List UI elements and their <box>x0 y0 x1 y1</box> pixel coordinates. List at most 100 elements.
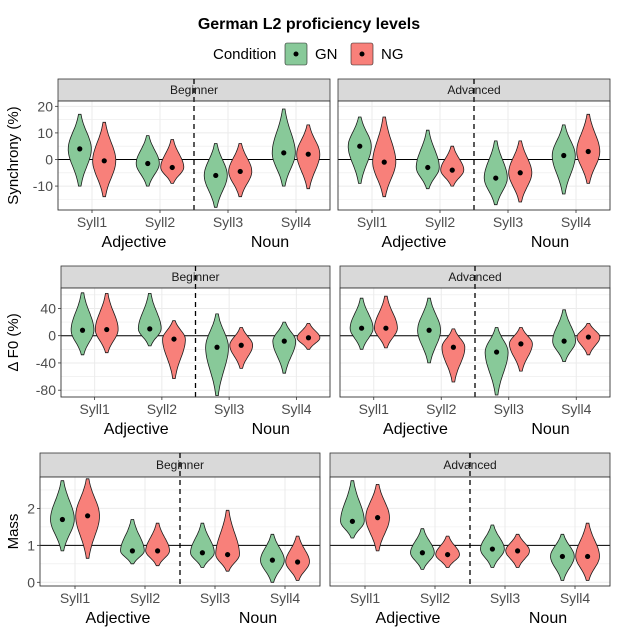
mean-point-gn-syll1 <box>357 143 363 149</box>
x-tick-label: Syll2 <box>426 401 457 417</box>
legend-label-ng: NG <box>381 46 404 63</box>
violin-ng-syll2 <box>162 320 186 379</box>
y-tick-label: 0 <box>27 574 35 590</box>
violin-ng-syll4 <box>576 113 601 184</box>
mean-point-gn-syll3 <box>199 550 205 556</box>
y-axis-title: Mass <box>5 514 22 550</box>
x-tick-label: Syll1 <box>350 590 381 606</box>
mean-point-gn-syll4 <box>561 338 567 344</box>
x-tick-label: Syll3 <box>494 401 525 417</box>
mean-point-gn-syll3 <box>213 172 219 179</box>
mean-point-ng-syll3 <box>517 170 523 176</box>
y-tick-label: 0 <box>45 151 53 167</box>
violin-gn-syll1 <box>349 297 374 350</box>
x-tick-label: Syll4 <box>560 590 591 606</box>
mean-point-gn-syll2 <box>419 550 425 556</box>
violin-gn-syll3 <box>190 522 215 568</box>
legend-dot-gn <box>293 51 299 57</box>
mean-point-ng-syll3 <box>225 551 231 558</box>
violin-ng-syll4 <box>296 124 321 190</box>
mean-point-gn-syll4 <box>281 150 287 156</box>
mean-point-ng-syll2 <box>445 551 451 558</box>
violin-ng-syll2 <box>440 145 465 187</box>
y-tick-label: 1 <box>27 537 35 553</box>
mean-point-ng-syll4 <box>585 334 592 340</box>
x-tick-label: Syll2 <box>425 214 456 230</box>
mean-point-gn-syll1 <box>77 146 83 152</box>
mean-point-ng-syll3 <box>515 548 521 554</box>
panel-border <box>39 476 321 587</box>
mean-point-ng-syll3 <box>518 341 524 347</box>
mean-point-gn-syll3 <box>493 175 499 181</box>
group-label: Noun <box>251 234 289 251</box>
violin-gn-syll1 <box>50 480 75 552</box>
violin-gn-syll4 <box>552 309 576 362</box>
mean-point-gn-syll3 <box>489 546 495 552</box>
y-tick-label: 2 <box>27 500 35 516</box>
legend-dot-ng <box>359 51 365 57</box>
legend: Condition GN NG <box>213 42 404 66</box>
x-tick-label: Syll1 <box>77 214 108 230</box>
group-label: Noun <box>531 421 569 438</box>
mean-point-ng-syll4 <box>295 559 301 565</box>
panel-border <box>329 476 611 587</box>
group-label: Adjective <box>383 421 448 438</box>
y-tick-label: 0 <box>48 328 56 344</box>
violin-gn-syll4 <box>551 124 576 195</box>
x-tick-label: Syll4 <box>281 214 312 230</box>
x-tick-label: Syll3 <box>200 590 231 606</box>
violin-ng-syll1 <box>94 293 119 354</box>
x-tick-label: Syll2 <box>130 590 161 606</box>
x-tick-label: Syll4 <box>561 401 592 417</box>
panel-border <box>337 100 611 211</box>
violin-gn-syll1 <box>347 116 372 184</box>
violin-gn-syll4 <box>272 321 297 374</box>
violin-ng-syll3 <box>215 509 240 572</box>
y-axis-title: Synchrony (%) <box>5 106 22 204</box>
mean-point-gn-syll2 <box>426 327 432 333</box>
mean-point-ng-syll2 <box>450 344 456 350</box>
mean-point-ng-syll4 <box>585 553 591 560</box>
violin-ng-syll2 <box>441 328 466 383</box>
y-axis-title: Δ F0 (%) <box>5 313 22 371</box>
group-label: Noun <box>531 234 569 251</box>
x-tick-label: Syll3 <box>490 590 521 606</box>
mean-point-gn-syll2 <box>129 548 135 554</box>
mean-point-ng-syll1 <box>381 159 387 165</box>
violin-gn-syll2 <box>120 519 145 565</box>
mean-point-gn-syll2 <box>147 326 153 332</box>
x-tick-label: Syll1 <box>60 590 91 606</box>
violin-ng-syll1 <box>75 478 100 559</box>
violin-gn-syll2 <box>137 293 162 347</box>
mean-point-gn-syll4 <box>559 553 566 560</box>
group-label: Adjective <box>382 234 447 251</box>
y-tick-label: 40 <box>40 300 56 316</box>
mean-point-gn-syll1 <box>359 325 365 331</box>
violin-gn-syll2 <box>135 135 160 187</box>
violin-ng-syll4 <box>575 522 600 581</box>
x-tick-label: Syll2 <box>147 401 178 417</box>
mean-point-ng-syll2 <box>169 164 175 171</box>
legend-label-gn: GN <box>315 46 338 63</box>
group-label: Noun <box>529 610 567 627</box>
violin-ng-syll4 <box>285 535 310 581</box>
x-tick-label: Syll4 <box>561 214 592 230</box>
violin-gn-syll3 <box>480 524 505 568</box>
x-tick-label: Syll2 <box>145 214 176 230</box>
group-label: Noun <box>252 421 290 438</box>
mean-point-ng-syll1 <box>375 515 381 521</box>
group-label: Noun <box>239 610 277 627</box>
x-tick-label: Syll2 <box>420 590 451 606</box>
mean-point-ng-syll3 <box>237 168 243 175</box>
x-tick-label: Syll3 <box>493 214 524 230</box>
mean-point-ng-syll3 <box>238 342 244 348</box>
